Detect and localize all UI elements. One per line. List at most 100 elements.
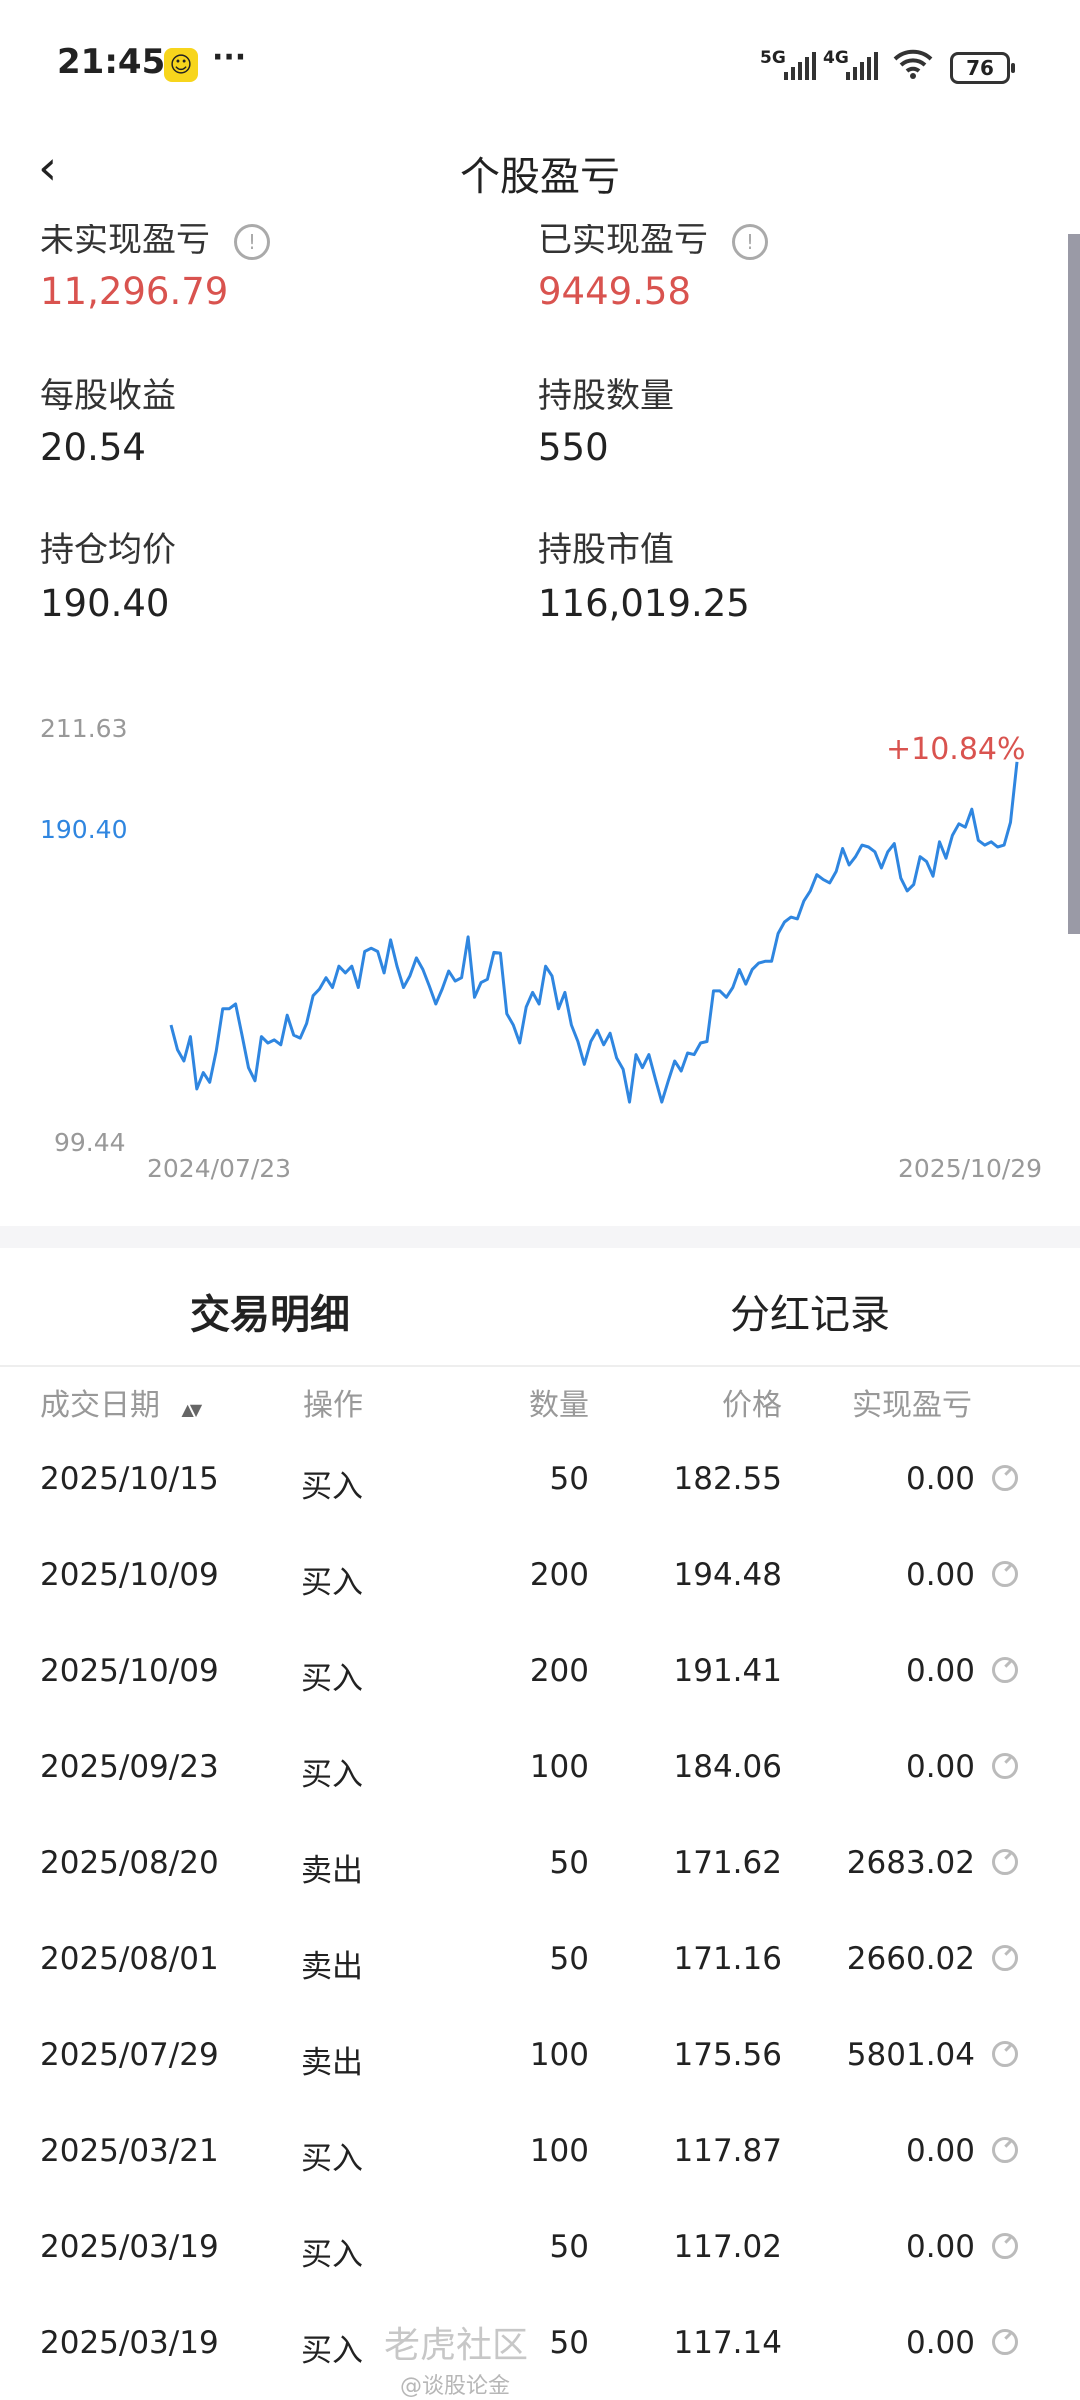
trade-quantity: 200 xyxy=(529,1557,589,1593)
stat-label: 已实现盈亏! xyxy=(538,212,768,261)
trade-operation: 买入 xyxy=(301,2237,363,2273)
stat-value: 9449.58 xyxy=(538,270,692,313)
trade-operation: 买入 xyxy=(301,2333,363,2369)
trade-row[interactable]: 2025/10/09 买入 200 191.41 0.00 xyxy=(0,1625,1080,1721)
back-button[interactable]: ‹ xyxy=(38,140,58,196)
trade-operation: 卖出 xyxy=(301,1949,363,1985)
trade-date: 2025/03/19 xyxy=(40,2229,219,2265)
trade-row[interactable]: 2025/10/09 买入 200 194.48 0.00 xyxy=(0,1529,1080,1625)
trade-quantity: 50 xyxy=(549,2229,589,2265)
column-header-date-label: 成交日期 xyxy=(40,1388,160,1423)
share-icon[interactable] xyxy=(992,2329,1018,2355)
nav-header: ‹ 个股盈亏 xyxy=(0,130,1080,224)
column-header-op: 操作 xyxy=(303,1388,363,1423)
stat-label: 每股收益 xyxy=(40,368,176,417)
trade-operation: 买入 xyxy=(301,1757,363,1793)
trade-row[interactable]: 2025/09/23 买入 100 184.06 0.00 xyxy=(0,1721,1080,1817)
trade-date: 2025/10/15 xyxy=(40,1461,219,1497)
share-icon[interactable] xyxy=(992,1945,1018,1971)
trade-realized-pnl: 0.00 xyxy=(905,2133,975,2169)
stat-label: 持股市值 xyxy=(538,522,674,571)
trade-quantity: 200 xyxy=(529,1653,589,1689)
trade-date: 2025/10/09 xyxy=(40,1557,219,1593)
trade-quantity: 100 xyxy=(529,2037,589,2073)
trade-quantity: 50 xyxy=(549,1461,589,1497)
trade-realized-pnl: 0.00 xyxy=(905,1461,975,1497)
trade-price: 117.87 xyxy=(673,2133,782,2169)
stat-label-text: 持股市值 xyxy=(538,530,674,570)
trade-quantity: 50 xyxy=(549,1941,589,1977)
trade-realized-pnl: 0.00 xyxy=(905,1749,975,1785)
trade-quantity: 50 xyxy=(549,1845,589,1881)
trade-price: 182.55 xyxy=(673,1461,782,1497)
trade-row[interactable]: 2025/10/15 买入 50 182.55 0.00 xyxy=(0,1433,1080,1529)
column-header-qty: 数量 xyxy=(529,1388,589,1423)
trade-operation: 卖出 xyxy=(301,2045,363,2081)
tab-dividend-records[interactable]: 分红记录 xyxy=(730,1292,890,1338)
trade-price: 191.41 xyxy=(673,1653,782,1689)
share-icon[interactable] xyxy=(992,2137,1018,2163)
trade-realized-pnl: 2683.02 xyxy=(846,1845,975,1881)
section-divider xyxy=(0,1226,1080,1248)
trade-realized-pnl: 0.00 xyxy=(905,1557,975,1593)
share-icon[interactable] xyxy=(992,2233,1018,2259)
trade-price: 117.02 xyxy=(673,2229,782,2265)
share-icon[interactable] xyxy=(992,1753,1018,1779)
battery-icon: 76 xyxy=(950,52,1015,84)
x-end-label: 2025/10/29 xyxy=(898,1154,1043,1183)
stat-value: 116,019.25 xyxy=(538,582,750,625)
stat-label-text: 持仓均价 xyxy=(40,530,176,570)
share-icon[interactable] xyxy=(992,1465,1018,1491)
trade-date: 2025/07/29 xyxy=(40,2037,219,2073)
stat-label: 持仓均价 xyxy=(40,522,176,571)
trade-quantity: 50 xyxy=(549,2325,589,2361)
trade-date: 2025/09/23 xyxy=(40,1749,219,1785)
share-icon[interactable] xyxy=(992,1849,1018,1875)
stat-label-text: 每股收益 xyxy=(40,376,176,416)
trade-realized-pnl: 0.00 xyxy=(905,1653,975,1689)
stat-value: 190.40 xyxy=(40,582,170,625)
trade-row[interactable]: 2025/07/29 卖出 100 175.56 5801.04 xyxy=(0,2009,1080,2105)
column-header-price: 价格 xyxy=(722,1388,782,1423)
trade-operation: 买入 xyxy=(301,1661,363,1697)
share-icon[interactable] xyxy=(992,1561,1018,1587)
share-icon[interactable] xyxy=(992,2041,1018,2067)
trade-price: 194.48 xyxy=(673,1557,782,1593)
share-icon[interactable] xyxy=(992,1657,1018,1683)
status-time: 21:45 xyxy=(57,42,166,82)
page-title: 个股盈亏 xyxy=(460,154,620,200)
watermark-logo: 老虎社区 xyxy=(384,2325,529,2366)
column-header-date[interactable]: 成交日期 ▲▼ xyxy=(40,1380,203,1424)
trade-row[interactable]: 2025/03/19 买入 50 117.02 0.00 xyxy=(0,2201,1080,2297)
trade-price: 184.06 xyxy=(673,1749,782,1785)
wifi-icon xyxy=(893,49,933,79)
stat-value: 11,296.79 xyxy=(40,270,229,313)
info-icon[interactable]: ! xyxy=(234,223,270,260)
trade-price: 175.56 xyxy=(673,2037,782,2073)
info-icon[interactable]: ! xyxy=(732,223,768,260)
trade-operation: 买入 xyxy=(301,1469,363,1505)
network-5g-label: 5G xyxy=(760,48,786,68)
trade-realized-pnl: 2660.02 xyxy=(846,1941,975,1977)
trade-row[interactable]: 2025/03/21 买入 100 117.87 0.00 xyxy=(0,2105,1080,2201)
x-start-label: 2024/07/23 xyxy=(147,1154,292,1183)
sort-icon: ▲▼ xyxy=(181,1400,203,1419)
trade-quantity: 100 xyxy=(529,1749,589,1785)
y-max-label: 211.63 xyxy=(40,714,128,743)
trade-date: 2025/08/20 xyxy=(40,1845,219,1881)
trade-price: 171.62 xyxy=(673,1845,782,1881)
trade-date: 2025/03/21 xyxy=(40,2133,219,2169)
status-bar: 21:45 ☺ ··· 5G 4G 76 xyxy=(0,0,1080,130)
trade-row[interactable]: 2025/08/20 卖出 50 171.62 2683.02 xyxy=(0,1817,1080,1913)
trade-date: 2025/08/01 xyxy=(40,1941,219,1977)
scrollbar[interactable] xyxy=(1068,234,1080,934)
trade-date: 2025/10/09 xyxy=(40,1653,219,1689)
trade-operation: 买入 xyxy=(301,2141,363,2177)
trade-realized-pnl: 0.00 xyxy=(905,2229,975,2265)
stat-value: 20.54 xyxy=(40,426,146,469)
stat-label-text: 已实现盈亏 xyxy=(538,220,708,260)
y-min-label: 99.44 xyxy=(54,1128,126,1157)
tab-trade-details[interactable]: 交易明细 xyxy=(190,1292,350,1338)
trade-row[interactable]: 2025/03/19 买入 50 117.14 0.00 xyxy=(0,2297,1080,2393)
trade-row[interactable]: 2025/08/01 卖出 50 171.16 2660.02 xyxy=(0,1913,1080,2009)
